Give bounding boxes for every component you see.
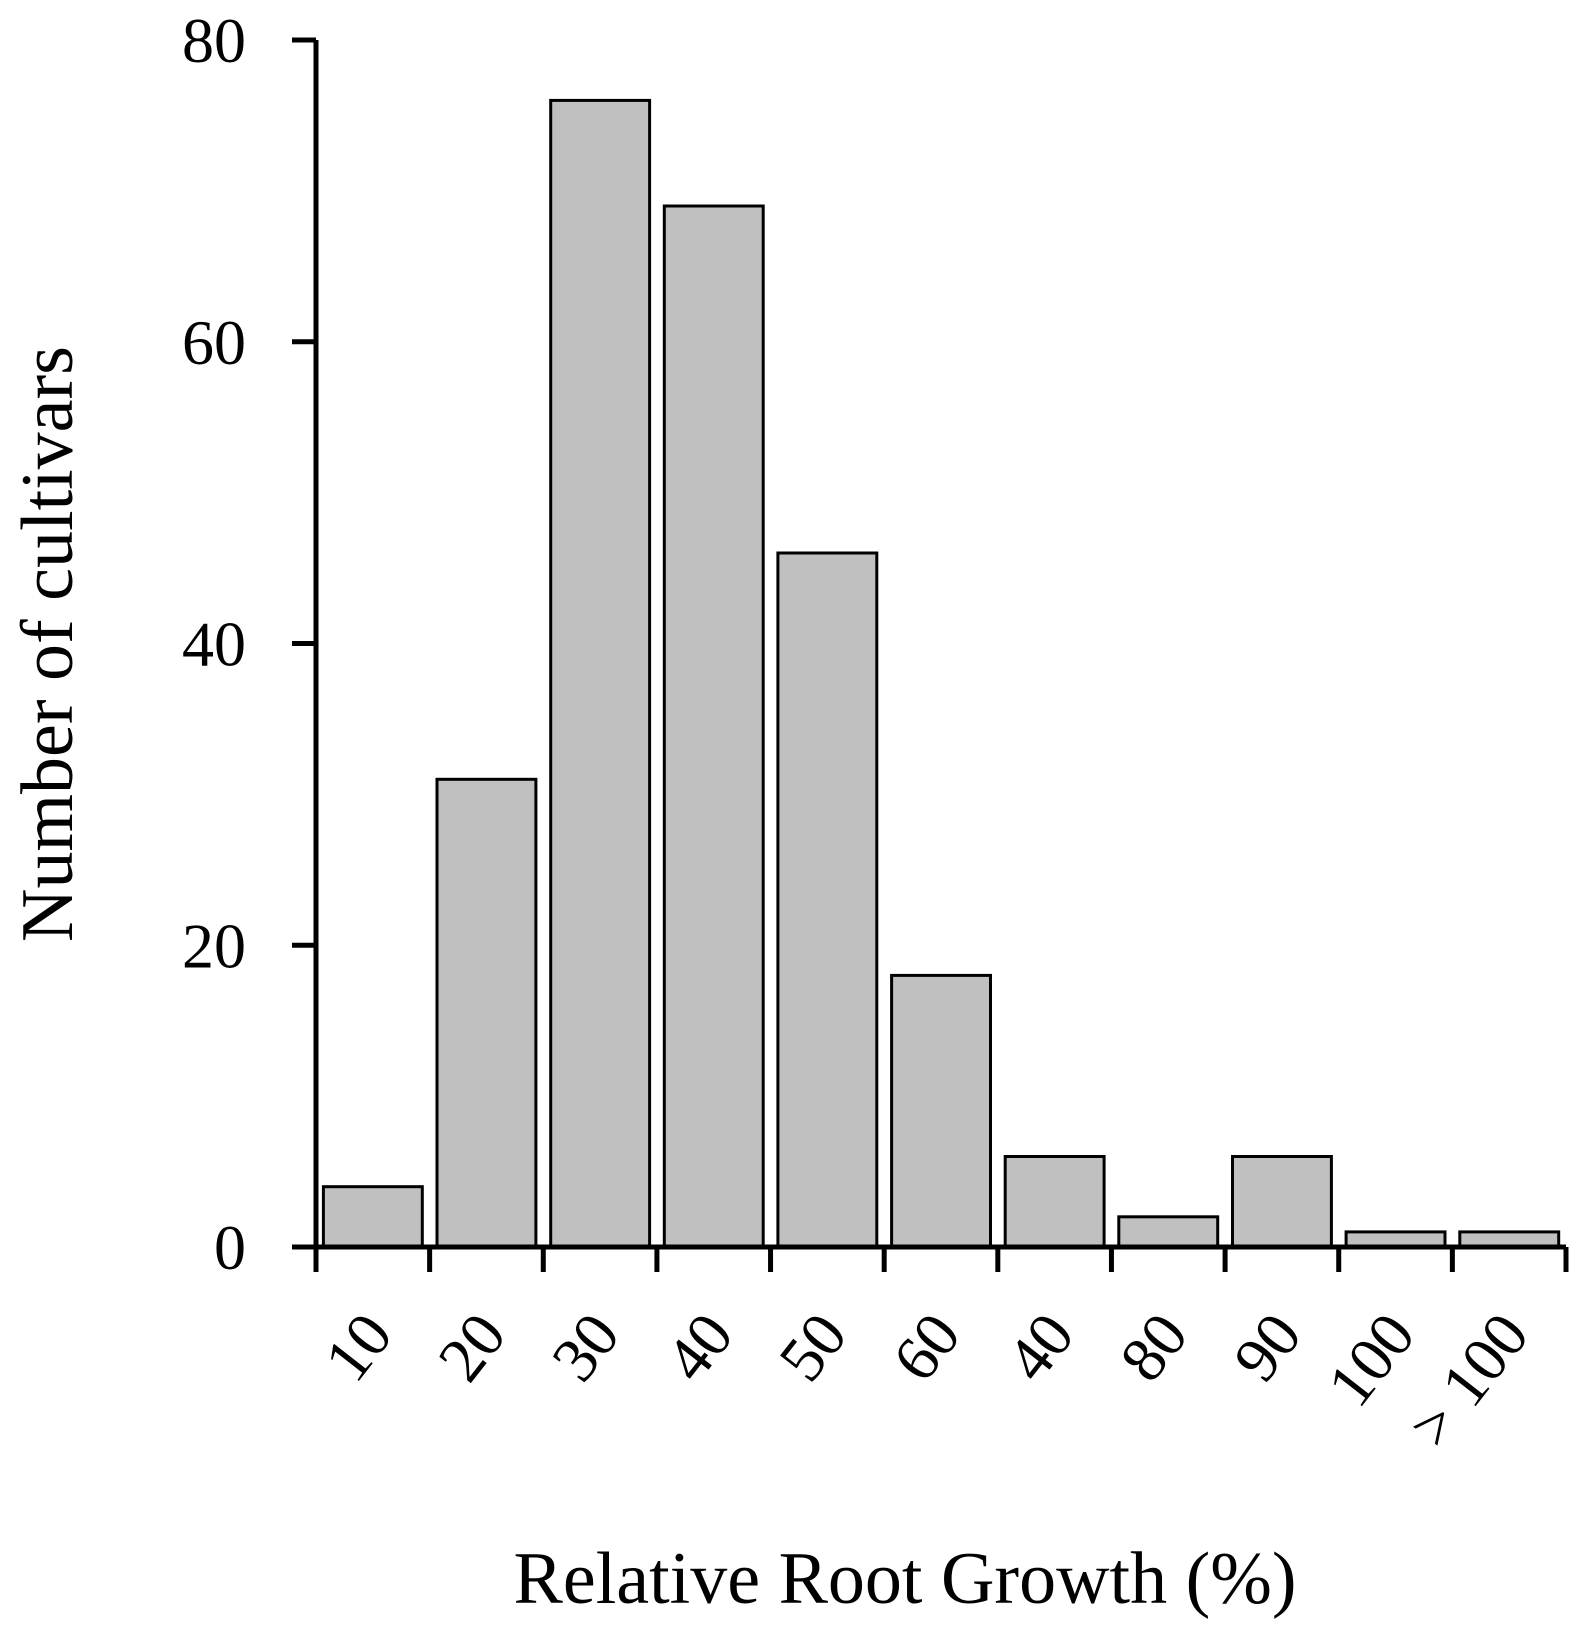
x-tick-label: 10 [310, 1300, 405, 1394]
x-tick-label: 30 [538, 1300, 633, 1394]
x-tick-label: 20 [424, 1300, 519, 1394]
bar-1 [435, 777, 538, 1249]
y-tick-label: 80 [182, 5, 246, 76]
y-tick-label: 20 [182, 910, 246, 981]
x-axis-title: Relative Root Growth (%) [514, 1538, 1297, 1620]
bar-2 [549, 98, 652, 1249]
y-tick-label: 40 [182, 609, 246, 680]
x-tick-label: 90 [1220, 1300, 1315, 1394]
bar-0 [321, 1185, 424, 1249]
x-tick-label: 40 [651, 1300, 746, 1394]
bar-8 [1231, 1155, 1333, 1249]
bar-6 [1003, 1155, 1106, 1249]
bar-4 [776, 551, 879, 1249]
y-axis-title: Number of cultivars [7, 346, 89, 942]
y-tick-label: 60 [182, 307, 246, 378]
bar-5 [890, 973, 992, 1249]
bars-group [321, 98, 1561, 1249]
x-tick-label: 60 [879, 1300, 974, 1394]
x-tick-label: > 100 [1395, 1300, 1542, 1460]
x-tick-label: 80 [1106, 1300, 1201, 1394]
y-tick-label: 0 [214, 1212, 246, 1283]
y-ticks-group: 0 20 40 60 80 [182, 5, 316, 1283]
bar-7 [1117, 1215, 1220, 1249]
x-tick-label: 50 [765, 1300, 860, 1394]
x-tick-label: 40 [992, 1300, 1087, 1394]
bar-3 [662, 204, 765, 1249]
